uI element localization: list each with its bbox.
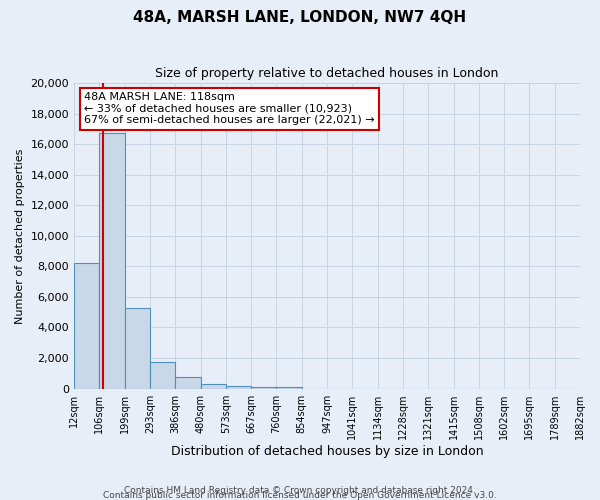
- Bar: [251, 386, 277, 388]
- Y-axis label: Number of detached properties: Number of detached properties: [15, 148, 25, 324]
- Text: Contains HM Land Registry data © Crown copyright and database right 2024.: Contains HM Land Registry data © Crown c…: [124, 486, 476, 495]
- Bar: [200, 384, 226, 388]
- Bar: [175, 377, 200, 388]
- X-axis label: Distribution of detached houses by size in London: Distribution of detached houses by size …: [171, 444, 484, 458]
- Text: 48A, MARSH LANE, LONDON, NW7 4QH: 48A, MARSH LANE, LONDON, NW7 4QH: [133, 10, 467, 25]
- Bar: [125, 308, 150, 388]
- Title: Size of property relative to detached houses in London: Size of property relative to detached ho…: [155, 68, 499, 80]
- Text: 48A MARSH LANE: 118sqm
← 33% of detached houses are smaller (10,923)
67% of semi: 48A MARSH LANE: 118sqm ← 33% of detached…: [84, 92, 375, 126]
- Bar: [74, 264, 100, 388]
- Bar: [100, 134, 125, 388]
- Bar: [150, 362, 175, 388]
- Bar: [277, 387, 302, 388]
- Text: Contains public sector information licensed under the Open Government Licence v3: Contains public sector information licen…: [103, 490, 497, 500]
- Bar: [226, 386, 251, 388]
